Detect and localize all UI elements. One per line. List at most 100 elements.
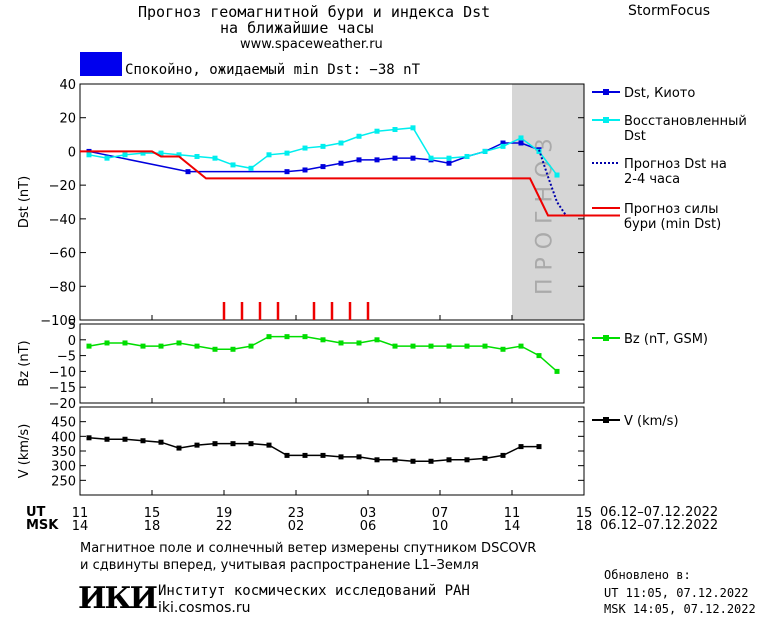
data-point [302,167,308,173]
data-point [500,346,506,352]
x-tick-label-ut: 15 [144,506,161,521]
x-tick-label-ut: 07 [432,506,449,521]
legend-label: Прогноз силы [624,202,718,217]
legend-label: Восстановленный [624,114,747,129]
data-point [248,165,254,171]
data-point [518,135,524,141]
data-point [410,458,416,464]
data-point [194,153,200,159]
data-point [374,128,380,134]
data-point [248,343,254,349]
x-tick-label-ut: 11 [72,506,89,521]
data-point [410,155,416,161]
data-point [482,148,488,154]
legend-label: бури (min Dst) [624,217,721,232]
status-text: Спокойно, ожидаемый min Dst: −38 nT [125,62,421,78]
status-color-box [80,52,122,76]
data-point [230,346,236,352]
data-point [104,340,110,346]
data-point [122,340,128,346]
x-tick-label-msk: 14 [504,519,521,534]
series-line [88,437,539,463]
y-tick-label: 5 [68,318,76,333]
x-tick-label-msk: 18 [144,519,161,534]
data-point [140,150,146,156]
data-point [356,133,362,139]
legend-marker [603,89,609,95]
chart-title: Прогноз геомагнитной бури и индекса Dst [138,3,491,21]
y-tick-label: 300 [51,460,76,475]
data-point [356,340,362,346]
site-url[interactable]: www.spaceweather.ru [240,37,383,52]
data-point [464,457,470,463]
x-tick-label-ut: 23 [288,506,305,521]
data-point [176,152,182,158]
data-point [194,442,200,448]
data-point [266,152,272,158]
legend-label: V (km/s) [624,414,679,429]
data-point [374,337,380,343]
data-point [338,140,344,146]
data-point [86,152,92,158]
updated-msk: MSK 14:05, 07.12.2022 [604,602,756,616]
data-point [392,457,398,463]
brand-name: StormFocus [628,3,711,19]
data-point [410,125,416,131]
footnote-line-2: и сдвинуты вперед, учитывая распростране… [80,558,479,573]
iki-logo: ИКИ [78,581,158,616]
x-tick-label-ut: 03 [360,506,377,521]
data-point [500,140,506,146]
data-point [302,334,308,340]
data-point [554,368,560,374]
data-point [86,343,92,349]
x-tick-label-ut: 11 [504,506,521,521]
data-point [284,169,290,175]
data-point [140,438,146,444]
y-tick-label: 0 [68,334,76,349]
x-tick-label-msk: 22 [216,519,233,534]
data-point [104,155,110,161]
y-tick-label: 250 [51,474,76,489]
data-point [482,343,488,349]
data-point [212,441,218,447]
legend-label: Dst [624,129,646,144]
data-point [86,435,92,441]
data-point [176,340,182,346]
msk-date-range: 06.12–07.12.2022 [600,518,719,533]
y-tick-label: −40 [49,213,76,228]
x-tick-label-ut: 15 [576,506,593,521]
data-point [356,454,362,460]
data-point [284,150,290,156]
series-line [538,149,567,217]
data-point [392,127,398,133]
data-point [284,452,290,458]
data-point [518,343,524,349]
data-point [266,442,272,448]
chart-subtitle: на ближайшие часы [220,19,374,37]
y-axis-label: Bz (nT) [17,340,32,386]
data-point [446,457,452,463]
institute-url[interactable]: iki.cosmos.ru [158,600,251,616]
x-tick-label-msk: 02 [288,519,305,534]
data-point [320,337,326,343]
institute-name: Институт космических исследований РАН [158,583,470,599]
data-point [464,153,470,159]
y-tick-label: 350 [51,445,76,460]
data-point [338,454,344,460]
y-tick-label: −5 [57,350,76,365]
y-tick-label: −60 [49,247,76,262]
legend-marker [603,417,609,423]
data-point [428,458,434,464]
data-point [122,436,128,442]
data-point [158,343,164,349]
data-point [554,172,560,178]
y-tick-label: 450 [51,416,76,431]
y-tick-label: 20 [59,112,76,127]
legend-label: Bz (nT, GSM) [624,332,708,347]
y-axis-label: Dst (nT) [17,176,32,228]
panel-frame [79,323,585,404]
data-point [248,441,254,447]
data-point [212,346,218,352]
data-point [185,169,191,175]
